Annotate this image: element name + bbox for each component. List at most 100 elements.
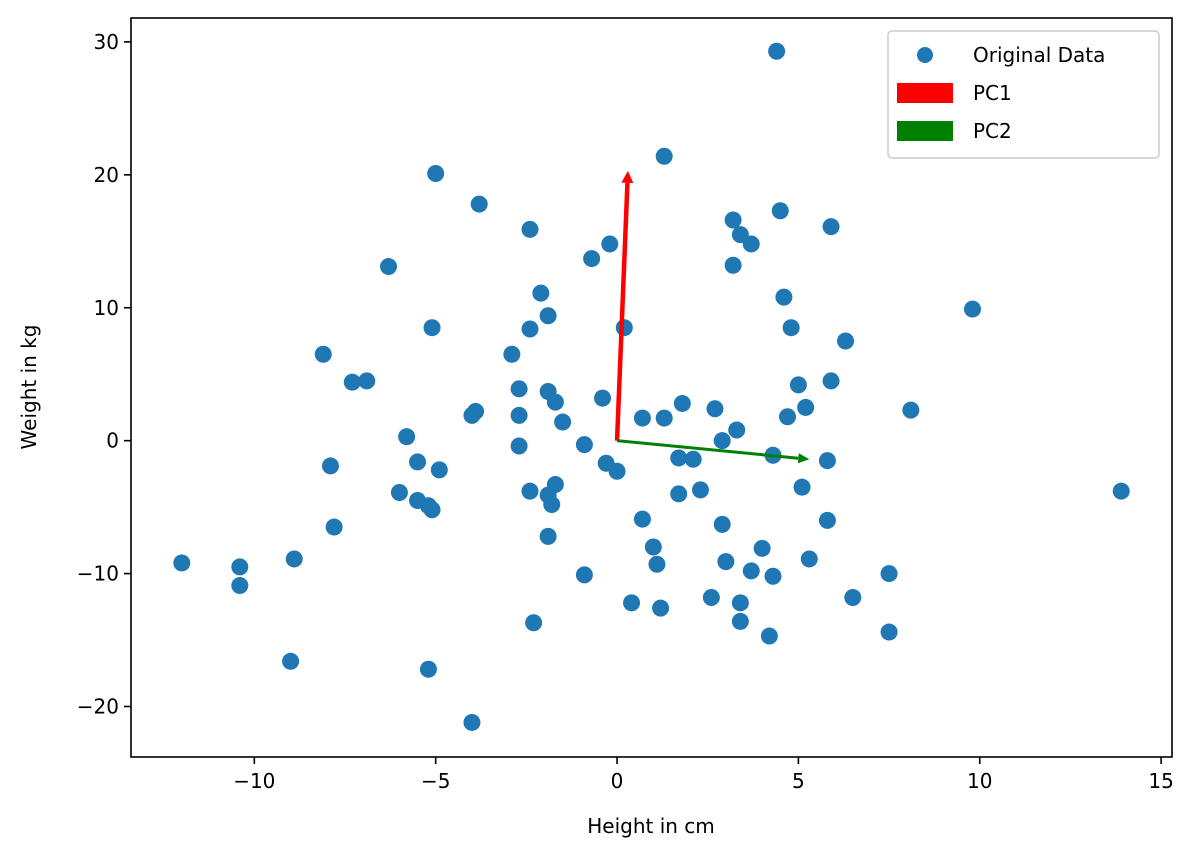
data-point [652, 599, 670, 617]
data-point [470, 195, 488, 213]
x-tick-label: 15 [1148, 769, 1173, 793]
data-point [702, 589, 720, 607]
x-tick-label: −5 [421, 769, 450, 793]
data-point [655, 409, 673, 427]
data-point [594, 389, 612, 407]
y-tick-label: 30 [94, 30, 119, 54]
y-tick-label: 10 [94, 296, 119, 320]
data-point [423, 501, 441, 519]
data-point [713, 515, 731, 533]
y-tick-label: −20 [77, 694, 119, 718]
x-tick-label: −10 [233, 769, 275, 793]
data-point [463, 713, 481, 731]
data-point [325, 518, 343, 536]
data-point [797, 398, 815, 416]
data-point [742, 562, 760, 580]
legend-label-pc2: PC2 [973, 119, 1012, 143]
data-point [546, 393, 564, 411]
legend-marker-original-data [917, 47, 933, 63]
data-point [768, 42, 786, 60]
data-point [539, 307, 557, 325]
data-point [463, 406, 481, 424]
data-point [231, 577, 249, 595]
data-point [800, 550, 818, 568]
x-axis-ticks: −10 −5 0 5 10 15 [233, 757, 1174, 793]
data-point [648, 555, 666, 573]
data-point [521, 320, 539, 338]
data-point [390, 484, 408, 502]
plot-frame [130, 17, 1173, 758]
data-point [521, 220, 539, 238]
data-point [880, 623, 898, 641]
data-point [837, 332, 855, 350]
data-point [231, 558, 249, 576]
data-point [731, 594, 749, 612]
data-point [503, 345, 521, 363]
legend-box [887, 30, 1160, 159]
data-point [521, 482, 539, 500]
data-point [844, 589, 862, 607]
data-point [724, 256, 742, 274]
pc1-arrow-head [621, 170, 634, 184]
data-point [670, 485, 688, 503]
data-point [775, 288, 793, 306]
data-point [728, 421, 746, 439]
data-point [782, 319, 800, 337]
data-point [427, 165, 445, 183]
legend: Original Data PC1 PC2 [887, 30, 1160, 159]
y-tick-label: 20 [94, 163, 119, 187]
y-axis-label: Weight in kg [17, 325, 41, 450]
data-point [673, 394, 691, 412]
data-point [321, 457, 339, 475]
y-tick-label: 0 [106, 429, 119, 453]
data-point [419, 660, 437, 678]
data-point [902, 401, 920, 419]
legend-marker-pc1 [897, 83, 953, 103]
vectors-layer [614, 170, 810, 464]
data-point [525, 614, 543, 632]
pc2-arrow-head [797, 453, 810, 464]
data-point [510, 437, 528, 455]
data-point [583, 250, 601, 268]
data-point [822, 372, 840, 390]
data-point [880, 565, 898, 583]
data-point [670, 449, 688, 467]
data-point [789, 376, 807, 394]
data-point [539, 527, 557, 545]
data-point [575, 436, 593, 454]
data-point [713, 432, 731, 450]
y-axis-ticks: −20 −10 0 10 20 30 [77, 30, 131, 718]
data-point [731, 612, 749, 630]
data-point [380, 258, 398, 276]
data-point [623, 594, 641, 612]
x-tick-label: 5 [792, 769, 805, 793]
data-point [655, 147, 673, 165]
data-point [742, 235, 760, 253]
data-point [314, 345, 332, 363]
data-point [409, 453, 427, 471]
data-point [173, 554, 191, 572]
data-point [285, 550, 303, 568]
x-tick-label: 0 [611, 769, 624, 793]
data-point [543, 495, 561, 513]
y-tick-label: −10 [77, 562, 119, 586]
data-point [608, 462, 626, 480]
data-point [691, 481, 709, 499]
data-point [818, 511, 836, 529]
data-point [771, 202, 789, 220]
data-point [633, 409, 651, 427]
legend-marker-pc2 [897, 121, 953, 141]
pc1-arrow-shaft [614, 182, 630, 441]
legend-label-original-data: Original Data [973, 43, 1105, 67]
data-point [423, 319, 441, 337]
data-point [633, 510, 651, 528]
data-point [615, 319, 633, 337]
data-point [822, 218, 840, 236]
data-point [532, 284, 550, 302]
data-point [601, 235, 619, 253]
data-point [684, 450, 702, 468]
legend-label-pc1: PC1 [973, 81, 1012, 105]
data-point [717, 553, 735, 571]
data-point [398, 428, 416, 446]
